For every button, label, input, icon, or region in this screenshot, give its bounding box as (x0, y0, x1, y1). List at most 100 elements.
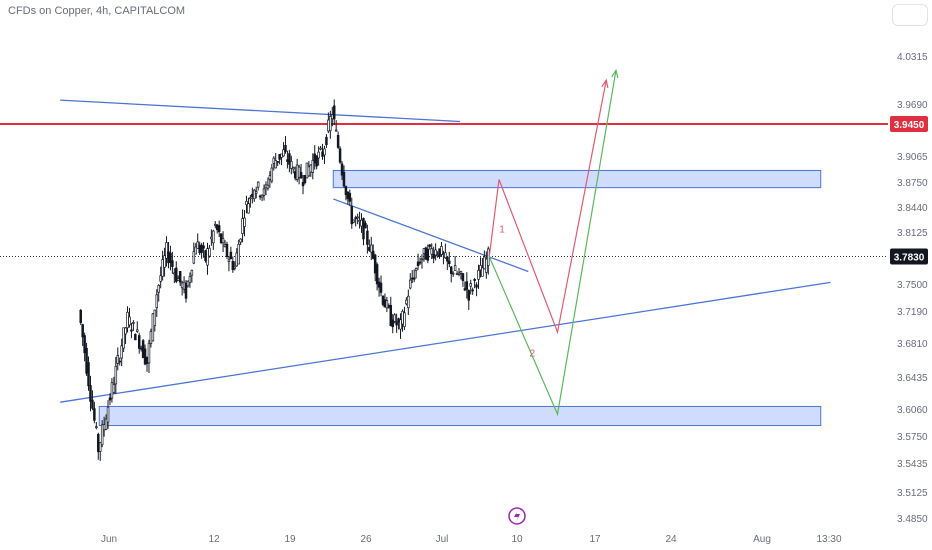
y-tick-label: 3.8125 (897, 228, 928, 239)
candle (237, 243, 240, 265)
candle (286, 159, 289, 162)
descending-trendline[interactable] (333, 198, 529, 273)
candle (143, 348, 147, 365)
candle (249, 197, 252, 200)
y-tick-label: 3.5435 (897, 459, 928, 470)
candle (239, 238, 242, 243)
candle (155, 294, 159, 309)
candle (159, 275, 162, 282)
candle (87, 362, 90, 387)
y-tick-label: 3.7500 (897, 280, 928, 291)
x-tick-label: 26 (360, 534, 372, 545)
candle (397, 318, 400, 323)
candle (418, 261, 422, 264)
candle (297, 166, 301, 178)
candle (274, 160, 277, 169)
candle (264, 184, 268, 189)
candle (395, 321, 398, 326)
candle (461, 273, 465, 282)
candle (371, 250, 375, 259)
candle (317, 151, 320, 159)
candle (134, 333, 137, 341)
candle (457, 272, 461, 275)
candle (223, 244, 227, 247)
candle (358, 220, 361, 223)
candle (409, 279, 412, 289)
candle (336, 134, 340, 148)
candle (368, 247, 371, 251)
candle (383, 299, 387, 308)
candle (405, 299, 408, 305)
candle (340, 163, 344, 176)
candle (422, 248, 426, 254)
candle (233, 266, 237, 269)
candle (401, 310, 404, 325)
candle (247, 203, 250, 214)
candle (254, 191, 258, 194)
candle (116, 355, 120, 364)
candle (262, 188, 266, 196)
candle (290, 161, 293, 169)
candle (307, 166, 311, 177)
candle (442, 253, 445, 255)
candle (434, 249, 437, 256)
candle (410, 277, 414, 280)
candle (449, 266, 453, 274)
candle (323, 148, 326, 156)
candle (184, 283, 188, 299)
candle (97, 433, 100, 453)
candle (79, 309, 82, 323)
candle (311, 159, 315, 173)
candle (231, 260, 235, 271)
candle (83, 335, 86, 354)
candle (243, 217, 246, 227)
candle (360, 219, 363, 227)
candle (389, 305, 393, 326)
candle (440, 246, 443, 255)
y-tick-label: 3.8750 (897, 178, 928, 189)
upper-trendline[interactable] (60, 99, 461, 123)
candle (186, 280, 190, 287)
candle (332, 105, 336, 120)
ascending-trendline[interactable] (60, 281, 831, 403)
candle (373, 254, 377, 274)
candle (141, 340, 145, 359)
y-tick-label: 3.7190 (897, 307, 928, 318)
lightning-icon[interactable] (508, 507, 526, 525)
candle (176, 278, 180, 282)
candle (110, 382, 114, 399)
candle (178, 271, 182, 283)
current-price-label: 3.7830 (894, 253, 925, 264)
candle (200, 244, 203, 253)
candle (128, 316, 131, 326)
candle (214, 223, 217, 226)
candle (235, 252, 238, 267)
x-tick-label: 19 (284, 534, 296, 545)
candle (206, 248, 209, 266)
y-tick-label: 3.9690 (897, 100, 928, 111)
candle (444, 252, 447, 259)
candle (387, 305, 391, 308)
candle (114, 365, 118, 385)
candle (258, 195, 262, 198)
candle (477, 270, 480, 280)
candle (327, 119, 330, 132)
y-tick-label: 3.6435 (897, 373, 928, 384)
candle (196, 241, 199, 249)
candle (313, 153, 316, 164)
red-path[interactable] (488, 80, 607, 335)
candle (149, 331, 153, 344)
candle (270, 167, 274, 182)
toolbar-button[interactable] (892, 4, 928, 26)
candle (130, 329, 133, 332)
candle (161, 259, 164, 277)
candle (256, 181, 260, 188)
green-path[interactable] (488, 70, 617, 417)
candle (364, 222, 367, 229)
candle (268, 175, 272, 180)
x-tick-label: Jun (101, 534, 117, 545)
candle (132, 322, 135, 324)
candle (375, 264, 379, 285)
